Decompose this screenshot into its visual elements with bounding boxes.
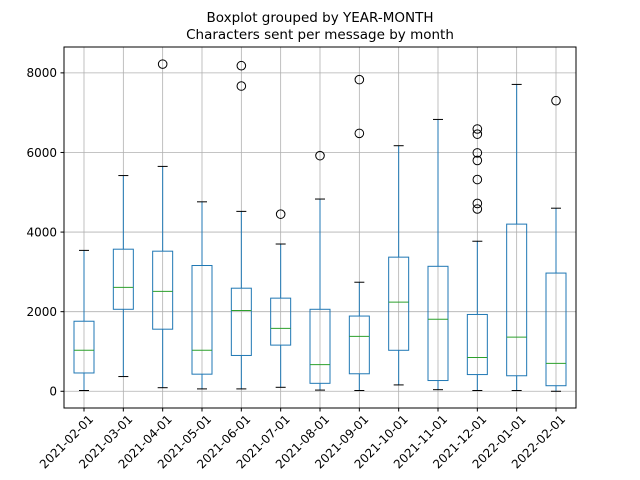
iqr-box [230, 287, 252, 356]
iqr-box [427, 265, 449, 382]
outlier-point [472, 148, 483, 158]
box-2021-07-01 [270, 209, 292, 388]
axis-layer: 020004000600080002021-02-012021-03-01202… [26, 66, 568, 471]
box-2021-04-01 [152, 59, 174, 389]
outlier-point [551, 95, 561, 106]
box-2021-10-01 [388, 145, 410, 386]
box-2021-05-01 [191, 201, 213, 390]
iqr-box [466, 313, 488, 376]
box-2021-09-01 [348, 74, 370, 391]
outlier-point [236, 60, 247, 71]
iqr-box [348, 315, 370, 375]
outlier-point [275, 209, 286, 219]
box-2021-11-01 [427, 118, 449, 391]
iqr-box [309, 308, 331, 384]
outlier-point [157, 59, 168, 69]
y-tick-label: 4000 [26, 225, 57, 239]
iqr-box [388, 256, 410, 351]
box-2021-03-01 [112, 175, 134, 378]
iqr-box [270, 297, 292, 346]
iqr-box [545, 272, 567, 387]
y-tick-label: 0 [49, 385, 57, 399]
outlier-point [472, 204, 483, 214]
box-2022-01-01 [506, 83, 528, 391]
box-layer [73, 59, 567, 392]
iqr-box [191, 265, 213, 375]
outlier-point [472, 129, 483, 139]
outlier-point [472, 198, 483, 209]
iqr-box [506, 223, 528, 377]
box-2021-02-01 [73, 249, 95, 391]
y-tick-label: 8000 [26, 66, 57, 80]
y-tick-label: 6000 [26, 146, 57, 160]
box-2021-12-01 [466, 124, 488, 391]
outlier-point [472, 155, 483, 166]
outlier-point [472, 174, 483, 185]
box-2021-08-01 [309, 150, 331, 391]
outlier-point [236, 81, 247, 91]
box-2022-02-01 [545, 95, 567, 392]
outlier-point [354, 128, 365, 139]
y-tick-label: 2000 [26, 305, 57, 319]
chart-title: Boxplot grouped by YEAR-MONTH [207, 10, 434, 26]
iqr-box [112, 248, 134, 310]
outlier-point [315, 150, 325, 161]
box-2021-06-01 [230, 60, 252, 390]
outlier-point [354, 74, 365, 85]
chart-subtitle: Characters sent per message by month [186, 27, 454, 43]
iqr-box [152, 250, 174, 330]
iqr-box [73, 320, 95, 374]
outlier-point [472, 124, 483, 134]
